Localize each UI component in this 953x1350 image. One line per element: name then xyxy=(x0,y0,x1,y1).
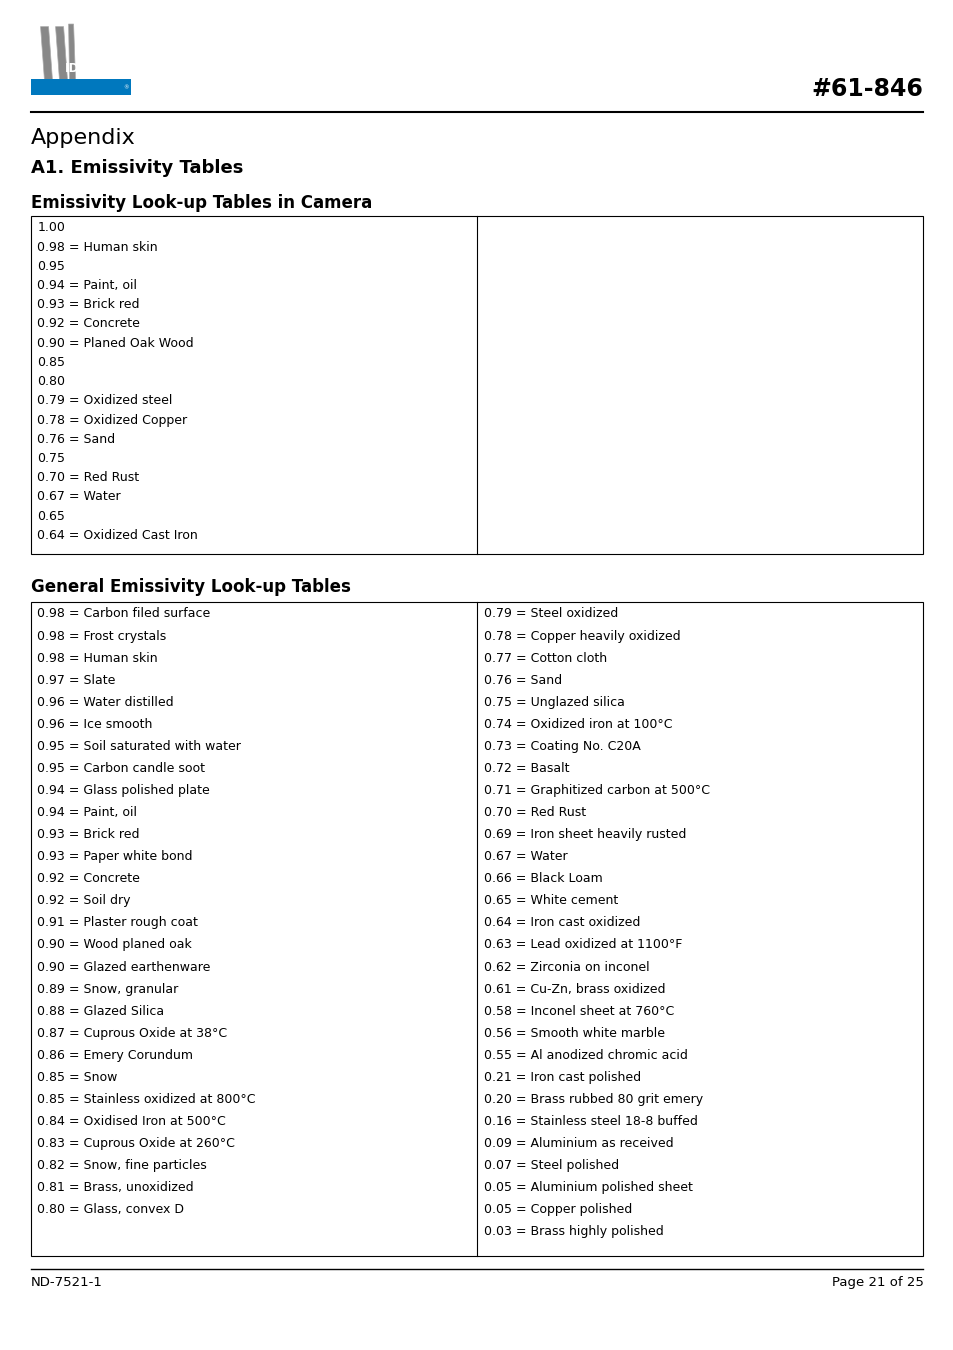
Text: 0.21 = Iron cast polished: 0.21 = Iron cast polished xyxy=(483,1071,640,1084)
Text: 0.65 = White cement: 0.65 = White cement xyxy=(483,894,618,907)
Text: 0.92 = Soil dry: 0.92 = Soil dry xyxy=(37,894,131,907)
Text: A1. Emissivity Tables: A1. Emissivity Tables xyxy=(30,159,243,177)
Text: 0.70 = Red Rust: 0.70 = Red Rust xyxy=(483,806,585,819)
Text: 0.69 = Iron sheet heavily rusted: 0.69 = Iron sheet heavily rusted xyxy=(483,828,685,841)
Text: 0.93 = Brick red: 0.93 = Brick red xyxy=(37,298,139,312)
Text: 0.72 = Basalt: 0.72 = Basalt xyxy=(483,761,569,775)
Text: 0.86 = Emery Corundum: 0.86 = Emery Corundum xyxy=(37,1049,193,1062)
Polygon shape xyxy=(55,27,68,81)
Text: 0.75 = Unglazed silica: 0.75 = Unglazed silica xyxy=(483,695,624,709)
Text: IDEAL: IDEAL xyxy=(65,62,106,74)
Text: Emissivity Look-up Tables in Camera: Emissivity Look-up Tables in Camera xyxy=(30,194,372,212)
Text: Page 21 of 25: Page 21 of 25 xyxy=(831,1276,923,1289)
Text: 0.79 = Oxidized steel: 0.79 = Oxidized steel xyxy=(37,394,172,408)
Text: 0.05 = Aluminium polished sheet: 0.05 = Aluminium polished sheet xyxy=(483,1181,692,1195)
Text: 1.00: 1.00 xyxy=(37,221,65,235)
Text: 0.92 = Concrete: 0.92 = Concrete xyxy=(37,317,140,331)
Text: 0.84 = Oxidised Iron at 500°C: 0.84 = Oxidised Iron at 500°C xyxy=(37,1115,226,1129)
Text: 0.96 = Water distilled: 0.96 = Water distilled xyxy=(37,695,173,709)
Text: 0.95 = Carbon candle soot: 0.95 = Carbon candle soot xyxy=(37,761,205,775)
Text: 0.75: 0.75 xyxy=(37,452,65,464)
Text: 0.94 = Paint, oil: 0.94 = Paint, oil xyxy=(37,806,137,819)
Text: 0.71 = Graphitized carbon at 500°C: 0.71 = Graphitized carbon at 500°C xyxy=(483,784,709,796)
Text: 0.98 = Human skin: 0.98 = Human skin xyxy=(37,652,157,664)
Text: ND-7521-1: ND-7521-1 xyxy=(30,1276,102,1289)
Text: 0.66 = Black Loam: 0.66 = Black Loam xyxy=(483,872,601,886)
Text: 0.91 = Plaster rough coat: 0.91 = Plaster rough coat xyxy=(37,917,198,929)
Text: 0.58 = Inconel sheet at 760°C: 0.58 = Inconel sheet at 760°C xyxy=(483,1004,673,1018)
Text: 0.92 = Concrete: 0.92 = Concrete xyxy=(37,872,140,886)
Text: 0.65: 0.65 xyxy=(37,510,65,522)
Text: 0.56 = Smooth white marble: 0.56 = Smooth white marble xyxy=(483,1027,664,1040)
Polygon shape xyxy=(40,27,52,81)
Text: 0.87 = Cuprous Oxide at 38°C: 0.87 = Cuprous Oxide at 38°C xyxy=(37,1027,227,1040)
Text: 0.90 = Planed Oak Wood: 0.90 = Planed Oak Wood xyxy=(37,336,193,350)
Text: 0.77 = Cotton cloth: 0.77 = Cotton cloth xyxy=(483,652,606,664)
Text: 0.97 = Slate: 0.97 = Slate xyxy=(37,674,115,687)
Text: 0.81 = Brass, unoxidized: 0.81 = Brass, unoxidized xyxy=(37,1181,193,1195)
Text: #61-846: #61-846 xyxy=(811,77,923,101)
Text: 0.80: 0.80 xyxy=(37,375,65,389)
Text: 0.05 = Copper polished: 0.05 = Copper polished xyxy=(483,1203,631,1216)
Text: 0.76 = Sand: 0.76 = Sand xyxy=(483,674,561,687)
Text: 0.09 = Aluminium as received: 0.09 = Aluminium as received xyxy=(483,1137,673,1150)
Text: 0.98 = Human skin: 0.98 = Human skin xyxy=(37,240,157,254)
Text: 0.74 = Oxidized iron at 100°C: 0.74 = Oxidized iron at 100°C xyxy=(483,718,672,730)
Text: 0.79 = Steel oxidized: 0.79 = Steel oxidized xyxy=(483,608,618,621)
Text: 0.20 = Brass rubbed 80 grit emery: 0.20 = Brass rubbed 80 grit emery xyxy=(483,1094,702,1106)
Text: 0.95 = Soil saturated with water: 0.95 = Soil saturated with water xyxy=(37,740,241,753)
Text: Appendix: Appendix xyxy=(30,128,135,148)
FancyBboxPatch shape xyxy=(30,602,923,1256)
Text: 0.95: 0.95 xyxy=(37,259,65,273)
Text: 0.88 = Glazed Silica: 0.88 = Glazed Silica xyxy=(37,1004,164,1018)
Text: 0.64 = Oxidized Cast Iron: 0.64 = Oxidized Cast Iron xyxy=(37,529,198,541)
Text: 0.89 = Snow, granular: 0.89 = Snow, granular xyxy=(37,983,178,995)
Text: 0.83 = Cuprous Oxide at 260°C: 0.83 = Cuprous Oxide at 260°C xyxy=(37,1137,234,1150)
Text: 0.96 = Ice smooth: 0.96 = Ice smooth xyxy=(37,718,152,730)
Polygon shape xyxy=(69,24,75,81)
Text: General Emissivity Look-up Tables: General Emissivity Look-up Tables xyxy=(30,578,350,595)
Text: 0.70 = Red Rust: 0.70 = Red Rust xyxy=(37,471,139,485)
Text: 0.98 = Carbon filed surface: 0.98 = Carbon filed surface xyxy=(37,608,211,621)
Text: 0.80 = Glass, convex D: 0.80 = Glass, convex D xyxy=(37,1203,184,1216)
Text: 0.78 = Copper heavily oxidized: 0.78 = Copper heavily oxidized xyxy=(483,629,679,643)
Text: 0.61 = Cu-Zn, brass oxidized: 0.61 = Cu-Zn, brass oxidized xyxy=(483,983,664,995)
Text: 0.90 = Wood planed oak: 0.90 = Wood planed oak xyxy=(37,938,192,952)
Text: 0.62 = Zirconia on inconel: 0.62 = Zirconia on inconel xyxy=(483,961,649,973)
Text: 0.16 = Stainless steel 18-8 buffed: 0.16 = Stainless steel 18-8 buffed xyxy=(483,1115,697,1129)
Text: 0.94 = Glass polished plate: 0.94 = Glass polished plate xyxy=(37,784,210,796)
Text: 0.67 = Water: 0.67 = Water xyxy=(483,850,567,863)
Text: 0.76 = Sand: 0.76 = Sand xyxy=(37,433,115,446)
Text: 0.93 = Paper white bond: 0.93 = Paper white bond xyxy=(37,850,193,863)
Text: 0.55 = Al anodized chromic acid: 0.55 = Al anodized chromic acid xyxy=(483,1049,687,1062)
Text: 0.03 = Brass highly polished: 0.03 = Brass highly polished xyxy=(483,1226,662,1238)
Text: 0.67 = Water: 0.67 = Water xyxy=(37,490,121,504)
Text: 0.64 = Iron cast oxidized: 0.64 = Iron cast oxidized xyxy=(483,917,639,929)
Text: 0.93 = Brick red: 0.93 = Brick red xyxy=(37,828,139,841)
Text: 0.78 = Oxidized Copper: 0.78 = Oxidized Copper xyxy=(37,413,187,427)
Text: 0.98 = Frost crystals: 0.98 = Frost crystals xyxy=(37,629,166,643)
Text: 0.85: 0.85 xyxy=(37,356,65,369)
Text: 0.07 = Steel polished: 0.07 = Steel polished xyxy=(483,1160,618,1172)
Text: 0.94 = Paint, oil: 0.94 = Paint, oil xyxy=(37,279,137,292)
Text: ®: ® xyxy=(123,85,129,90)
Text: 0.85 = Stainless oxidized at 800°C: 0.85 = Stainless oxidized at 800°C xyxy=(37,1094,255,1106)
Text: 0.90 = Glazed earthenware: 0.90 = Glazed earthenware xyxy=(37,961,211,973)
FancyBboxPatch shape xyxy=(30,216,923,554)
Text: 0.63 = Lead oxidized at 1100°F: 0.63 = Lead oxidized at 1100°F xyxy=(483,938,681,952)
Text: 0.85 = Snow: 0.85 = Snow xyxy=(37,1071,117,1084)
Text: 0.73 = Coating No. C20A: 0.73 = Coating No. C20A xyxy=(483,740,639,753)
Polygon shape xyxy=(30,78,131,94)
Text: 0.82 = Snow, fine particles: 0.82 = Snow, fine particles xyxy=(37,1160,207,1172)
